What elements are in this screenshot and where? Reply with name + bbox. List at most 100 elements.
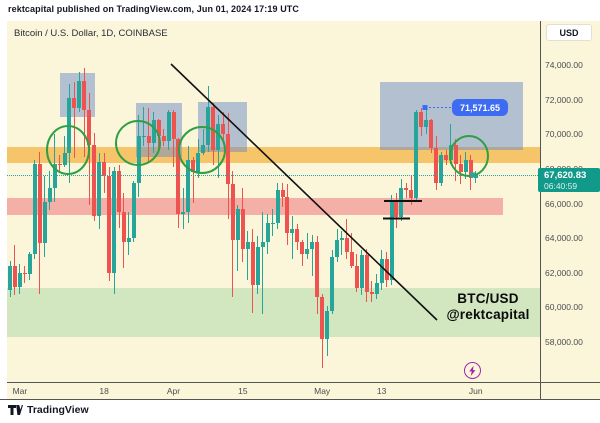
candle-body <box>240 208 245 249</box>
candle-wick <box>24 265 26 284</box>
candle-body <box>206 106 211 145</box>
time-axis-border <box>7 382 600 383</box>
price-axis-border[interactable] <box>540 21 541 399</box>
candle-body <box>369 291 374 294</box>
time-tick-label: Mar <box>12 386 28 396</box>
candle-body <box>325 310 330 339</box>
candle-body <box>171 111 176 140</box>
candle-body <box>290 229 295 233</box>
candle-body <box>250 241 255 285</box>
candle-body <box>186 160 191 213</box>
candle-body <box>379 258 384 284</box>
candle-body <box>216 123 221 150</box>
candle-wick <box>182 187 184 230</box>
candle-body <box>374 283 379 294</box>
lightning-bolt-icon <box>467 365 478 377</box>
candle-body <box>344 238 349 252</box>
candle-body <box>463 160 468 173</box>
time-tick-label: Apr <box>166 386 181 396</box>
candle-body <box>32 163 37 254</box>
candle-body <box>156 120 161 136</box>
mid-red-zone <box>7 198 503 215</box>
candle-body <box>126 238 131 242</box>
watermark-annotation: BTC/USD @rektcapital <box>440 291 536 322</box>
candle-body <box>131 182 136 239</box>
price-tick-label: 74,000.00 <box>545 60 583 70</box>
candle-body <box>394 200 399 218</box>
candle-body <box>67 97 72 154</box>
time-tick-label: May <box>314 386 331 396</box>
candle-body <box>112 170 117 273</box>
candle-body <box>315 241 320 297</box>
currency-button[interactable]: USD <box>546 24 592 41</box>
candle-body <box>265 222 270 242</box>
candle-body <box>226 134 231 185</box>
price-tick-label: 70,000.00 <box>545 129 583 140</box>
price-tick-label: 60,000.00 <box>545 302 583 313</box>
candle-body <box>305 248 310 254</box>
candle-body <box>245 241 250 249</box>
candle-body <box>151 120 156 143</box>
candle-wick <box>405 182 407 199</box>
candle-body <box>72 97 77 109</box>
candle-body <box>419 111 424 128</box>
candle-body <box>77 80 82 109</box>
last-price-value: 67,620.83 <box>544 169 587 181</box>
candle-body <box>196 153 201 173</box>
candle-body <box>176 139 181 214</box>
candle-body <box>339 238 344 240</box>
candle-body <box>8 265 12 291</box>
candle-body <box>260 241 265 247</box>
candle-body <box>399 187 404 218</box>
candle-body <box>409 189 414 199</box>
current-price-line <box>7 174 540 176</box>
candle-wick <box>262 212 264 315</box>
candle-body <box>275 189 280 223</box>
candle-body <box>37 163 42 244</box>
candle-body <box>166 111 171 142</box>
lightning-badge[interactable] <box>464 362 481 379</box>
candle-body <box>270 222 275 224</box>
candle-wick <box>306 232 308 259</box>
candle-body <box>285 196 290 233</box>
price-tick-label: 58,000.00 <box>545 337 583 347</box>
candle-body <box>384 258 389 280</box>
price-tick-label: 72,000.00 <box>545 94 583 105</box>
candle-body <box>330 257 335 311</box>
annotation-handle: @rektcapital <box>446 306 530 322</box>
candle-body <box>310 241 315 249</box>
high-price-label: 71,571.65 <box>452 99 508 116</box>
candle-body <box>22 272 27 275</box>
footer-bar: TradingView <box>8 404 89 416</box>
tradingview-mark-icon <box>8 404 23 416</box>
candle-body <box>439 155 444 183</box>
candle-body <box>444 155 449 161</box>
candle-body <box>97 161 102 216</box>
candle-body <box>221 123 226 135</box>
price-tick-label: 66,000.00 <box>545 198 583 209</box>
candle-body <box>92 144 97 216</box>
tradingview-logo[interactable]: TradingView <box>8 404 89 416</box>
candle-body <box>42 201 47 244</box>
candle-body <box>448 144 453 161</box>
candle-body <box>12 265 17 287</box>
candle-body <box>335 239 340 258</box>
candle-body <box>295 229 300 242</box>
time-tick-label: Jun <box>468 386 483 396</box>
candle-body <box>102 161 107 176</box>
candle-body <box>47 187 52 202</box>
price-tick-label: 62,000.00 <box>545 267 583 278</box>
candle-body <box>429 120 434 149</box>
candle-body <box>414 111 419 199</box>
candle-body <box>359 255 364 289</box>
brand-name: TradingView <box>27 404 89 416</box>
candle-body <box>424 120 429 128</box>
candle-body <box>404 187 409 190</box>
candle-body <box>453 144 458 164</box>
candle-body <box>389 200 394 280</box>
candle-body <box>82 80 87 110</box>
time-tick-label: 13 <box>376 386 387 396</box>
candle-body <box>87 110 92 145</box>
candle-body <box>57 163 62 166</box>
